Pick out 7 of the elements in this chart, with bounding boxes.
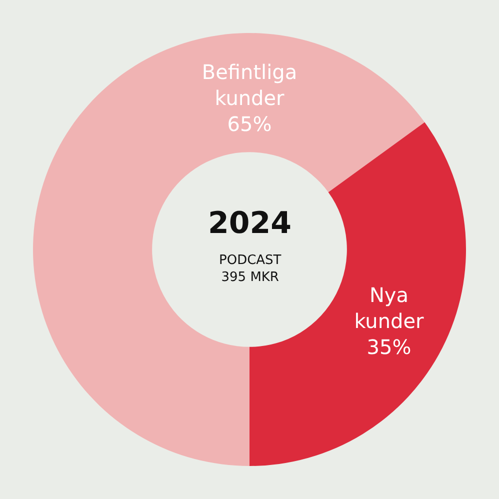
text: 2024: [208, 206, 292, 241]
donut-slice: [33, 33, 425, 466]
text: PODCAST 395 MKR: [219, 253, 282, 285]
slice-label: Befintliga kunder: [202, 60, 298, 110]
slice-label: Nya kunder: [354, 282, 425, 333]
data-label: 35%: [366, 334, 412, 359]
data-label: 65%: [227, 112, 272, 136]
